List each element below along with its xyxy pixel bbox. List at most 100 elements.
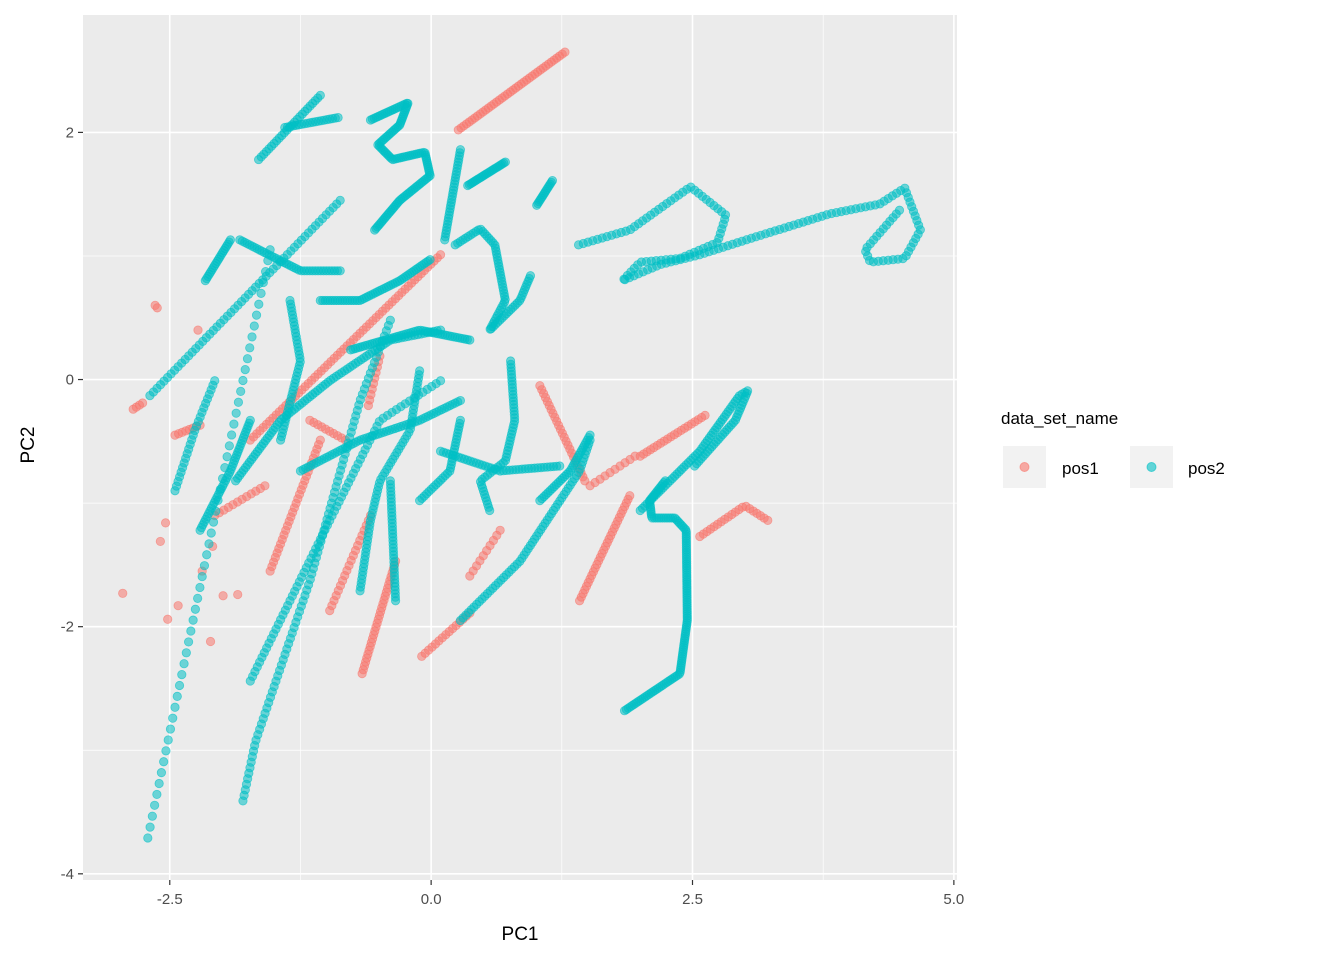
point-pos2: [435, 376, 446, 386]
point-pos2: [165, 724, 176, 734]
point-pos2: [245, 343, 255, 353]
point-pos2: [333, 112, 343, 123]
legend-title: data_set_name: [1001, 409, 1118, 428]
point-pos2: [370, 225, 380, 235]
point-pos2: [247, 332, 257, 342]
point-pos2: [245, 415, 255, 425]
point-pos1: [193, 325, 203, 335]
point-pos1: [173, 601, 183, 611]
x-axis-title: PC1: [502, 924, 539, 945]
point-pos2: [236, 386, 246, 396]
x-tick-label: 5.0: [943, 891, 964, 908]
point-pos2: [174, 680, 185, 691]
point-pos2: [440, 235, 450, 245]
data-points: [118, 47, 925, 843]
point-pos2: [159, 757, 169, 767]
point-pos2: [147, 811, 157, 821]
point-pos2: [238, 375, 248, 386]
point-pos1: [260, 481, 270, 491]
point-pos1: [763, 515, 773, 526]
point-pos2: [256, 288, 266, 298]
point-pos2: [275, 435, 286, 445]
point-pos2: [894, 205, 905, 215]
point-pos2: [689, 461, 700, 471]
point-pos2: [465, 335, 475, 345]
y-tick-label: 2: [66, 124, 74, 141]
y-tick-label: 0: [66, 372, 74, 389]
point-pos2: [195, 582, 205, 593]
point-pos2: [555, 461, 565, 471]
point-pos2: [455, 395, 466, 406]
point-pos2: [150, 800, 160, 810]
point-pos1: [625, 491, 635, 501]
legend-label-pos1: pos1: [1062, 459, 1099, 478]
x-tick-label: 2.5: [682, 891, 703, 908]
point-pos2: [240, 365, 250, 375]
legend-marker-pos1: [1019, 462, 1030, 472]
point-pos2: [204, 539, 214, 549]
x-tick-label: 0.0: [421, 891, 442, 908]
point-pos2: [186, 626, 196, 636]
point-pos2: [254, 299, 264, 309]
point-pos2: [145, 822, 155, 832]
point-pos2: [335, 266, 345, 276]
point-pos1: [137, 398, 148, 408]
point-pos2: [525, 271, 536, 281]
axes: -2.5 0.0 2.5 5.0 -4 -2 0 2: [61, 124, 965, 908]
point-pos2: [229, 419, 239, 429]
point-pos2: [585, 430, 595, 440]
point-pos1: [163, 614, 173, 624]
point-pos2: [168, 713, 178, 723]
point-pos2: [385, 315, 395, 325]
point-pos2: [206, 528, 216, 538]
point-pos2: [179, 659, 189, 669]
point-pos1: [233, 589, 243, 600]
point-pos2: [249, 321, 259, 331]
point-pos2: [170, 702, 180, 712]
y-tick-label: -2: [61, 619, 74, 636]
x-tick-label: -2.5: [157, 891, 183, 908]
legend-label-pos2: pos2: [1188, 459, 1225, 478]
legend-marker-pos2: [1146, 462, 1157, 472]
point-pos1: [160, 518, 171, 528]
point-pos2: [188, 615, 198, 625]
point-pos2: [415, 496, 425, 506]
point-pos2: [152, 789, 162, 800]
point-pos2: [547, 175, 558, 186]
point-pos2: [315, 90, 325, 100]
point-pos2: [197, 571, 207, 582]
point-pos1: [218, 591, 228, 601]
y-tick-label: -4: [61, 866, 74, 883]
point-pos2: [335, 195, 345, 205]
point-pos2: [500, 157, 510, 167]
point-pos2: [156, 768, 167, 778]
point-pos2: [172, 691, 182, 701]
y-axis-title: PC2: [18, 427, 39, 464]
point-pos2: [161, 746, 171, 756]
point-pos2: [183, 637, 194, 647]
point-pos2: [199, 561, 210, 571]
point-pos2: [190, 604, 200, 614]
point-pos1: [315, 435, 325, 445]
point-pos2: [225, 235, 236, 245]
point-pos2: [233, 397, 244, 407]
point-pos2: [177, 669, 187, 680]
point-pos1: [155, 536, 165, 547]
point-pos2: [251, 310, 262, 320]
point-pos2: [154, 778, 164, 789]
point-pos1: [435, 250, 446, 260]
point-pos2: [143, 833, 153, 843]
point-pos2: [163, 735, 173, 745]
point-pos2: [193, 593, 203, 603]
point-pos1: [700, 410, 710, 420]
point-pos2: [355, 586, 365, 596]
point-pos1: [560, 47, 570, 57]
point-pos2: [231, 408, 241, 418]
point-pos2: [224, 441, 234, 451]
point-pos2: [181, 648, 191, 658]
point-pos1: [495, 525, 505, 535]
point-pos2: [485, 505, 495, 516]
legend: data_set_name pos1 pos2: [1001, 409, 1225, 488]
point-pos1: [205, 636, 216, 647]
